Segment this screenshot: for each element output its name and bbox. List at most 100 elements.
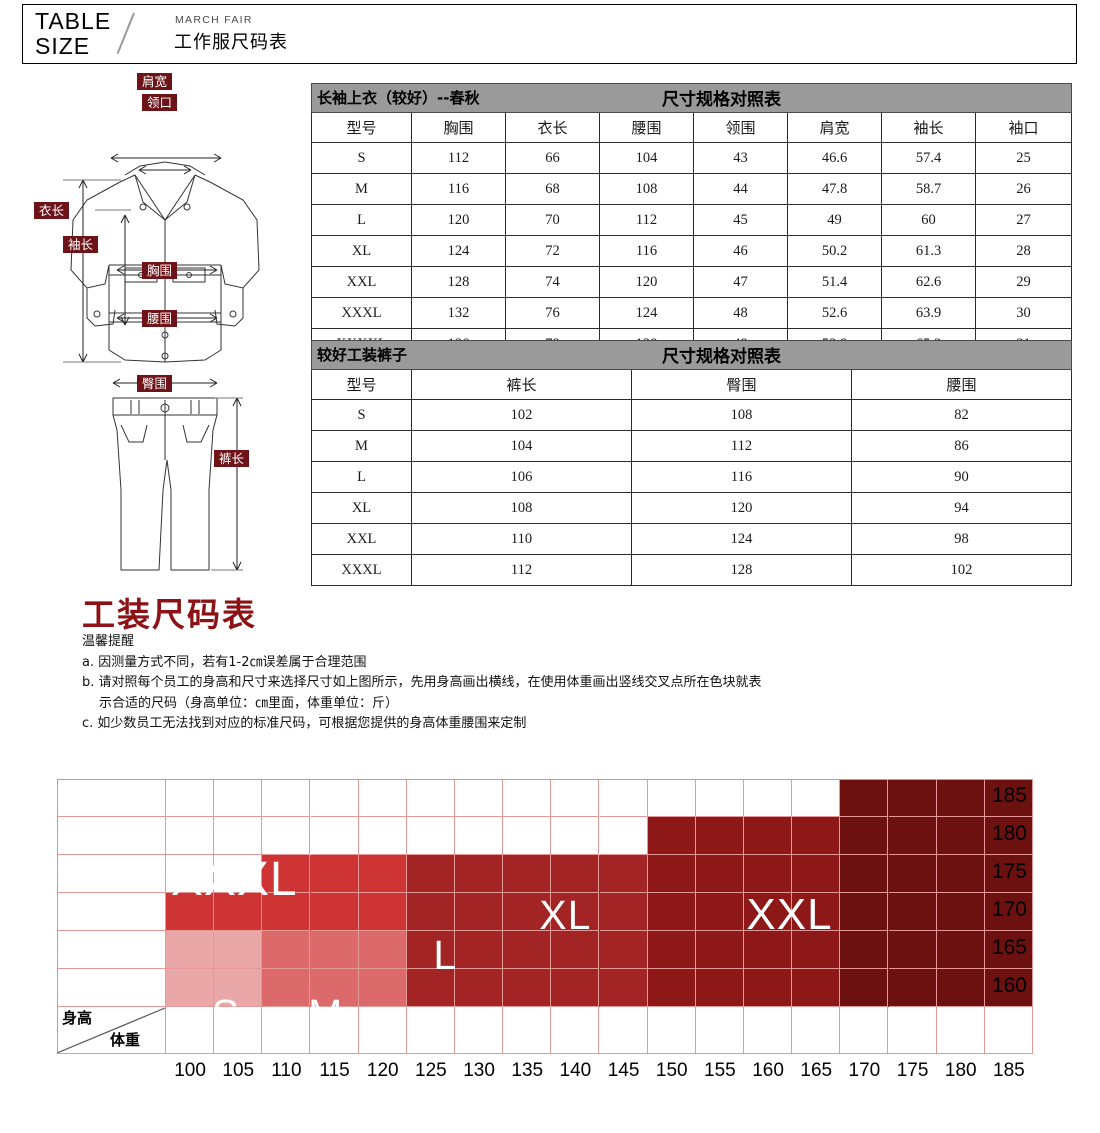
tag-chest: 胸围: [142, 262, 178, 279]
matrix-cell: [214, 931, 263, 969]
table-row: M 104 112 86: [311, 430, 1072, 462]
matrix-cell: [647, 969, 696, 1007]
matrix-cell: [840, 1007, 889, 1054]
note-a: a. 因测量方式不同，若有1-2㎝误差属于合理范围: [82, 654, 367, 670]
matrix-cell: [57, 969, 166, 1007]
pants-col-hip: 臀围: [631, 369, 852, 400]
matrix-x-tick: 155: [704, 1060, 736, 1081]
matrix-y-tick: 170: [991, 898, 1027, 921]
table-row: XXL 110 124 98: [311, 523, 1072, 555]
cell: 106: [411, 461, 632, 493]
matrix-cell: [792, 969, 841, 1007]
cell: L: [311, 461, 412, 493]
matrix-cell: [599, 855, 648, 893]
cell: XXL: [311, 266, 412, 298]
pants-col-length: 裤长: [411, 369, 632, 400]
matrix-cell: [744, 931, 793, 969]
matrix-cell: [551, 893, 600, 931]
matrix-cell: [792, 1007, 841, 1054]
matrix-cell: [551, 1007, 600, 1054]
matrix-cell: [503, 931, 552, 969]
matrix-cell: [551, 855, 600, 893]
table-row: XXXL 112 128 102: [311, 554, 1072, 586]
matrix-cell: [647, 1007, 696, 1054]
matrix-x-tick: 120: [366, 1060, 399, 1081]
matrix-cell: [840, 779, 889, 817]
matrix-cell: [455, 1007, 504, 1054]
matrix-x-tick: 145: [607, 1060, 640, 1081]
axis-label-weight: 体重: [110, 1031, 141, 1049]
matrix-cell: [503, 817, 552, 855]
cell: 108: [631, 399, 852, 431]
matrix-y-tick: 160: [991, 974, 1027, 997]
matrix-cell: [695, 855, 744, 893]
matrix-cell: [503, 855, 552, 893]
jacket-col-length: 衣长: [505, 112, 600, 143]
matrix-cell: [358, 855, 407, 893]
cell: 128: [631, 554, 852, 586]
matrix-cell: [406, 893, 455, 931]
matrix-region-xxxl[interactable]: [840, 779, 1033, 1007]
matrix-cell: [792, 855, 841, 893]
cell: 112: [599, 204, 694, 236]
cell: 124: [599, 297, 694, 329]
matrix-cell: [503, 779, 552, 817]
cell: 47.8: [787, 173, 882, 205]
cell: XL: [311, 492, 412, 524]
matrix-cell: [358, 893, 407, 931]
table-row: XL 124 72 116 46 50.2 61.3 28: [311, 235, 1072, 267]
matrix-cell: [310, 779, 359, 817]
cell: XXXL: [311, 297, 412, 329]
cell: M: [311, 430, 412, 462]
masthead-line-size: SIZE: [35, 33, 91, 59]
cell: 45: [693, 204, 788, 236]
matrix-x-tick: 185: [993, 1060, 1025, 1081]
matrix-cell: [57, 931, 166, 969]
masthead-slash-divider: [116, 12, 135, 55]
note-b-cont: 示合适的尺码（身高单位：㎝里面，体重单位：斤）: [99, 695, 399, 711]
matrix-x-tick: 115: [319, 1060, 350, 1081]
cell: 116: [599, 235, 694, 267]
pants-table-header-row: 型号 裤长 臀围 腰围: [311, 369, 1072, 400]
matrix-cell: [936, 931, 985, 969]
pants-table-group-row: 较好工装裤子 尺寸规格对照表: [311, 340, 1072, 370]
matrix-size-label-xxxl: XXXL: [170, 852, 298, 906]
matrix-x-tick: 160: [752, 1060, 784, 1081]
matrix-cell: [262, 855, 311, 893]
matrix-cell: [214, 779, 263, 817]
matrix-x-tick: 135: [511, 1060, 544, 1081]
cell: 120: [411, 204, 506, 236]
cell: 74: [505, 266, 600, 298]
tag-jacket-length: 衣长: [34, 202, 70, 219]
table-row: S 112 66 104 43 46.6 57.4 25: [311, 142, 1072, 174]
matrix-x-tick: 130: [463, 1060, 495, 1081]
masthead-english-title: TABLE SIZE: [35, 9, 111, 59]
matrix-cell: [984, 817, 1033, 855]
matrix-cell: [888, 893, 937, 931]
cell: XL: [311, 235, 412, 267]
matrix-cell: [599, 779, 648, 817]
matrix-cell: [744, 855, 793, 893]
pants-group-left-label: 较好工装裤子: [317, 346, 408, 364]
matrix-cell: [936, 1007, 985, 1054]
matrix-y-tick: 175: [991, 860, 1027, 883]
cell: 70: [505, 204, 600, 236]
matrix-cell: [647, 893, 696, 931]
cell: XXXL: [311, 554, 412, 586]
table-row: S 102 108 82: [311, 399, 1072, 431]
cell: 57.4: [881, 142, 976, 174]
matrix-cell: [599, 893, 648, 931]
matrix-cell: [936, 969, 985, 1007]
matrix-size-label-xxl: XXL: [746, 890, 833, 940]
notes-title: 温馨提醒: [82, 634, 135, 649]
tag-shoulder-width: 肩宽: [137, 73, 173, 90]
cell: 43: [693, 142, 788, 174]
pants-size-table: 较好工装裤子 尺寸规格对照表 型号 裤长 臀围 腰围 S 102 108 82 M 10…: [311, 340, 1072, 586]
cell: 49: [787, 204, 882, 236]
size-matrix-chart: 身高 体重 185 180 175 170 165 160 S M L XL XXL XXXL: [57, 779, 1033, 1054]
cell: 30: [975, 297, 1072, 329]
matrix-cell: [310, 1007, 359, 1054]
matrix-cell: [695, 1007, 744, 1054]
cell: 112: [411, 554, 632, 586]
jacket-size-table: 长袖上衣（较好）--春秋 尺寸规格对照表 型号 胸围 衣长 腰围 领围 肩宽 袖…: [311, 83, 1072, 360]
